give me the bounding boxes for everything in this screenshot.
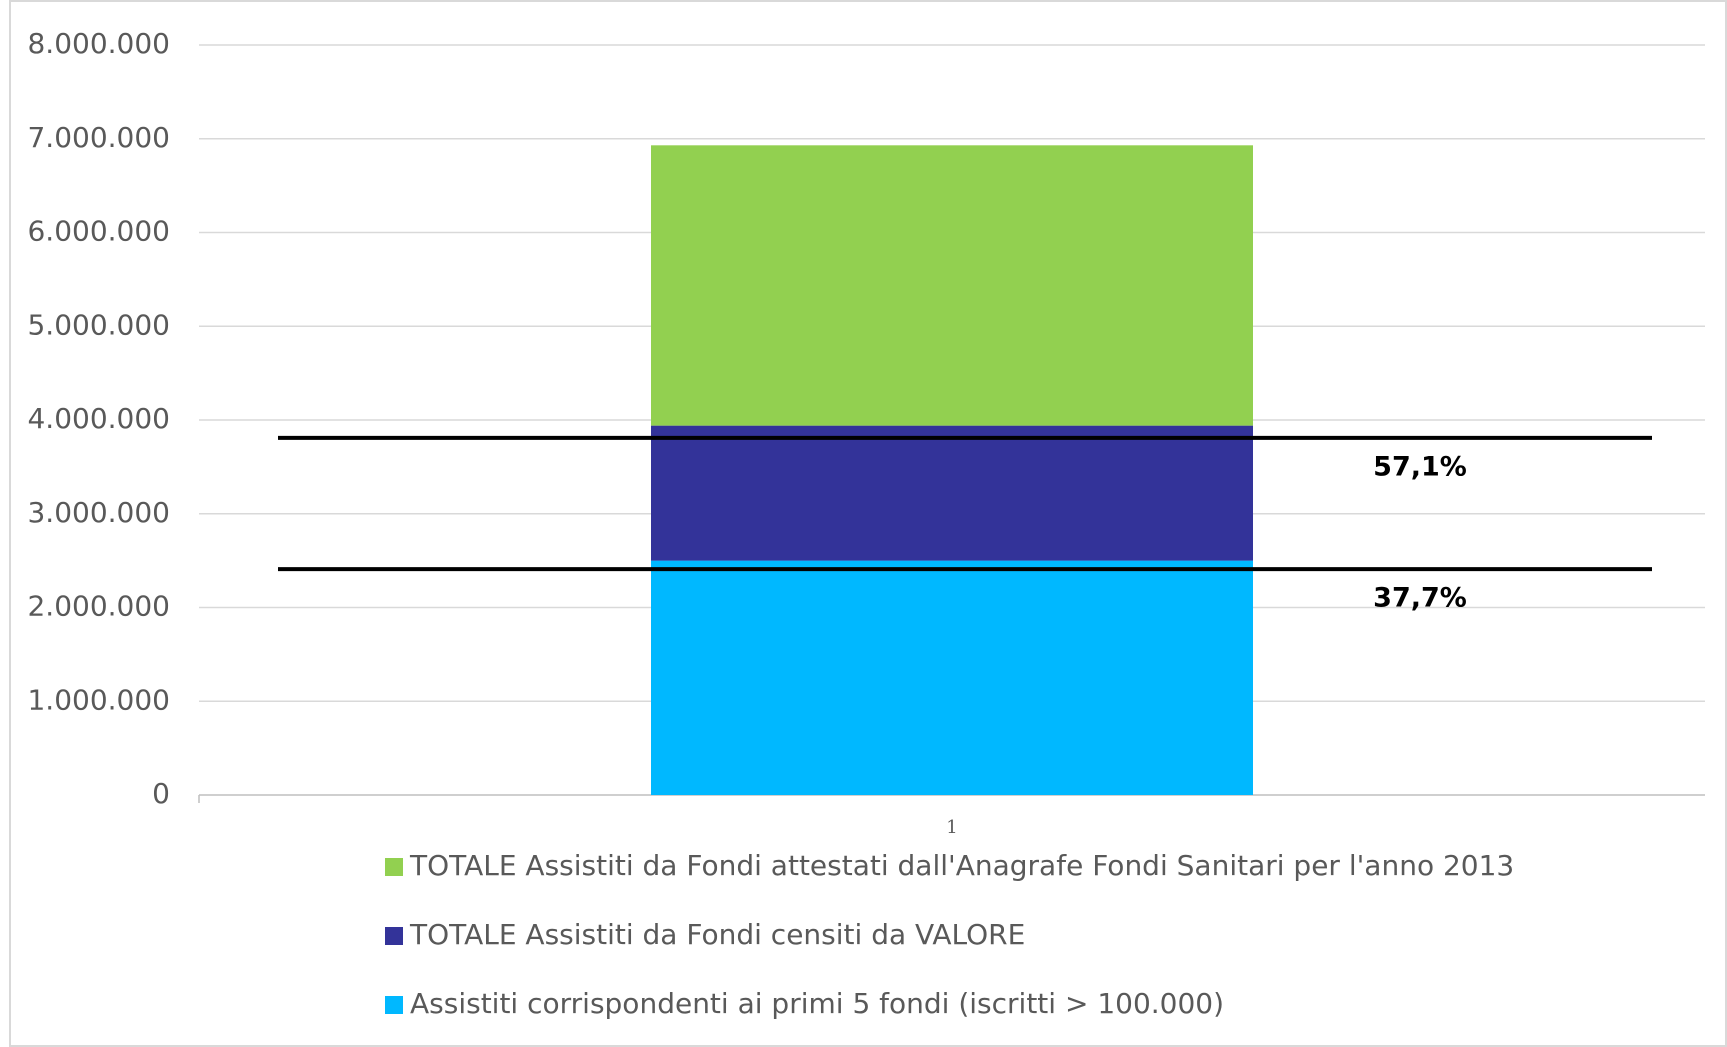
y-tick-label: 6.000.000 [27,215,170,248]
legend-swatch [385,996,403,1014]
legend-swatch [385,858,403,876]
y-tick-label: 2.000.000 [27,590,170,623]
legend-label: Assistiti corrispondenti ai primi 5 fond… [410,987,1224,1020]
y-tick-label: 4.000.000 [27,402,170,435]
reference-label: 57,1% [1373,451,1467,482]
y-tick-label: 8.000.000 [27,27,170,60]
y-tick-label: 3.000.000 [27,496,170,529]
bar-segment [651,560,1253,795]
chart-frame [9,0,1727,1047]
y-tick-label: 0 [152,777,170,810]
reference-label: 37,7% [1373,583,1467,614]
legend-label: TOTALE Assistiti da Fondi censiti da VAL… [409,918,1025,951]
y-tick-label: 5.000.000 [27,308,170,341]
bar-segment [651,425,1253,561]
legend-swatch [385,927,403,945]
y-tick-label: 1.000.000 [27,683,170,716]
x-tick-label: 1 [946,817,957,838]
y-tick-label: 7.000.000 [27,121,170,154]
legend-label: TOTALE Assistiti da Fondi attestati dall… [409,849,1514,882]
bar-segment [651,145,1253,426]
